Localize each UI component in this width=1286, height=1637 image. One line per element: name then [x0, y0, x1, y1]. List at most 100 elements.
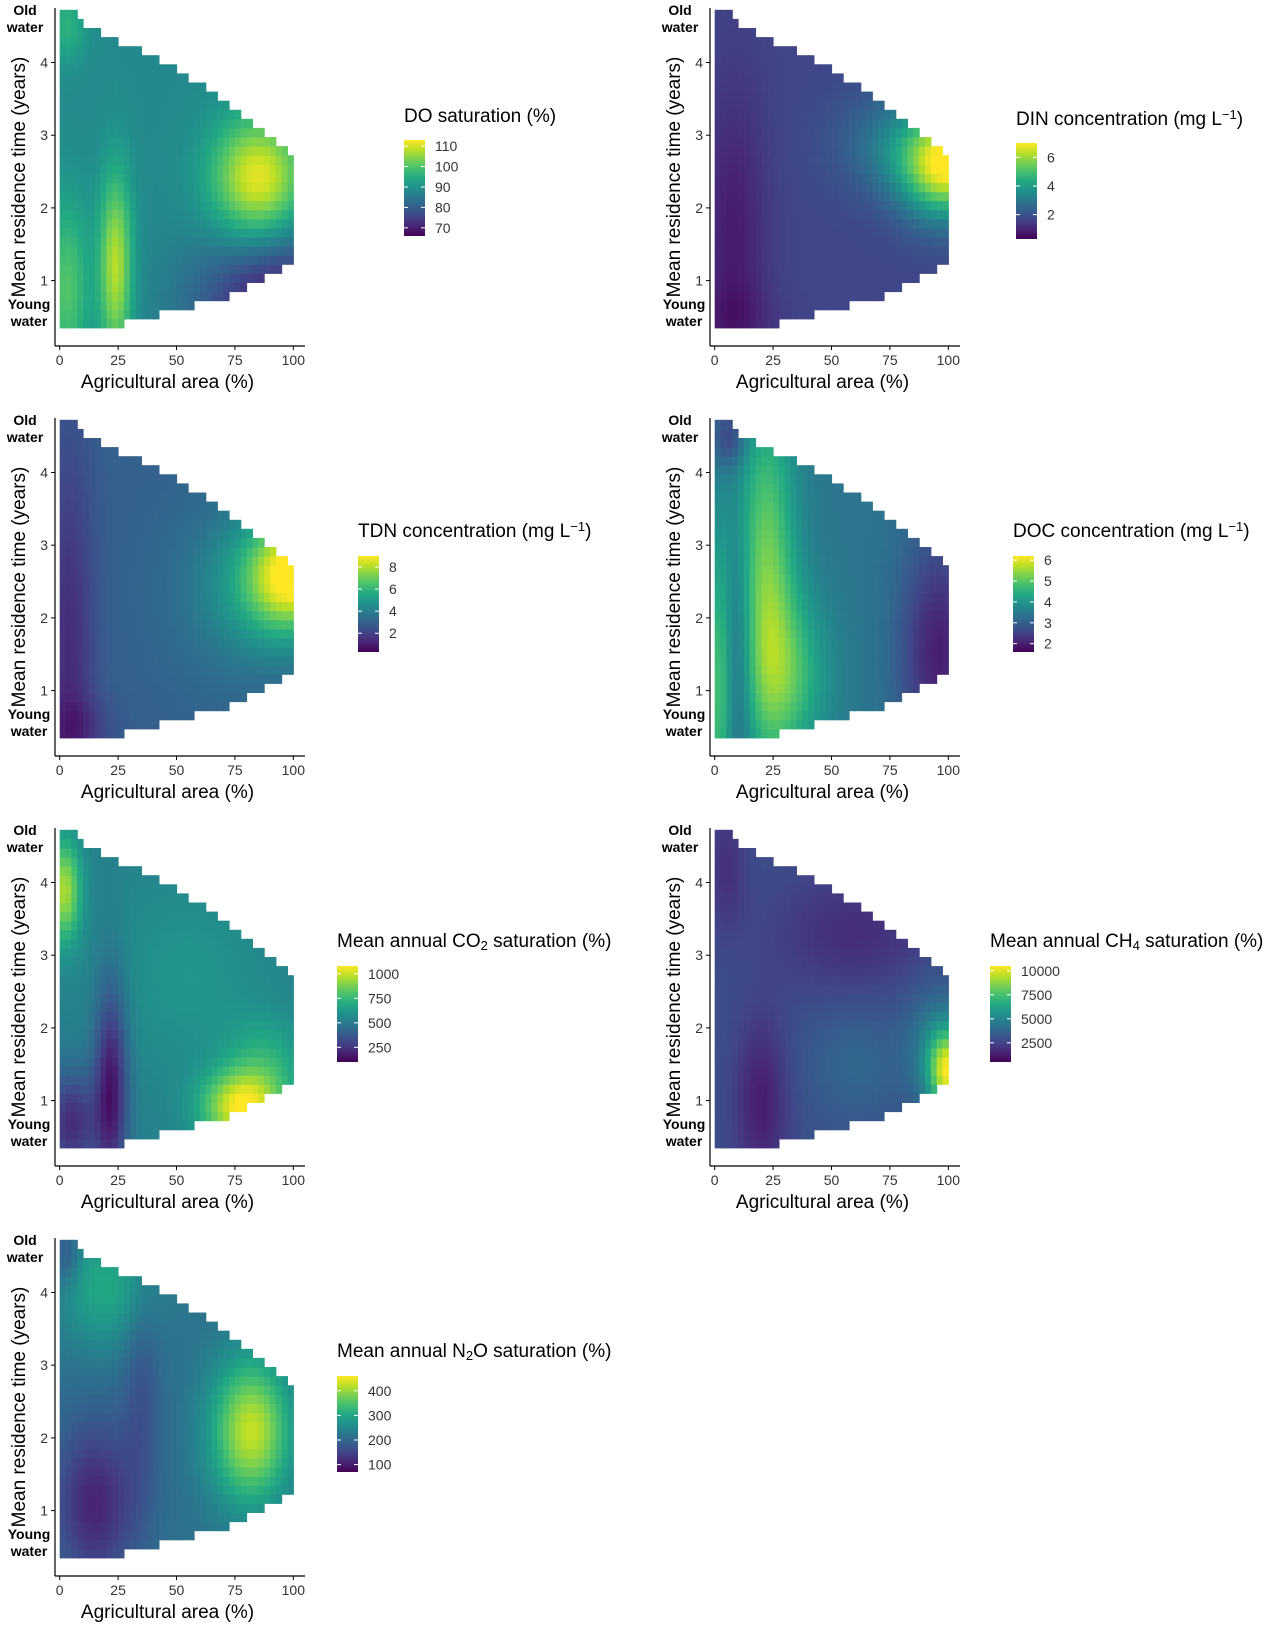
annotation-young-water: water — [665, 1133, 703, 1149]
colorbar — [990, 966, 1011, 1062]
colorbar-tick-label: 80 — [435, 199, 451, 215]
annotation-old-water: water — [6, 839, 44, 855]
colorbar-tick-label: 8 — [389, 559, 397, 575]
y-tick-label: 2 — [695, 200, 703, 216]
colorbar-tick-label: 100 — [368, 1457, 392, 1473]
y-axis-title: Mean residence time (years) — [664, 57, 685, 298]
legend-title: DO saturation (%) — [404, 106, 556, 127]
colorbar — [1016, 143, 1037, 239]
x-tick-label: 25 — [110, 1582, 126, 1598]
annotation-young-water: Young — [663, 1116, 706, 1132]
legend-title: Mean annual CO2 saturation (%) — [337, 931, 611, 953]
colorbar-tick-label: 10000 — [1021, 963, 1060, 979]
y-tick-label: 1 — [40, 1503, 48, 1519]
heatmap-doc — [714, 419, 949, 739]
legend-title: DOC concentration (mg L−1) — [1013, 519, 1250, 542]
y-tick-label: 2 — [40, 1020, 48, 1036]
y-tick-label: 2 — [40, 200, 48, 216]
y-axis-title: Mean residence time (years) — [664, 877, 685, 1118]
x-tick-label: 75 — [227, 1172, 243, 1188]
x-tick-label: 50 — [169, 1582, 185, 1598]
legend-title: TDN concentration (mg L−1) — [358, 519, 591, 542]
x-tick-label: 50 — [824, 762, 840, 778]
x-tick-label: 50 — [169, 1172, 185, 1188]
x-axis-title: Agricultural area (%) — [81, 372, 254, 393]
y-tick-label: 2 — [40, 610, 48, 626]
x-tick-label: 100 — [282, 1582, 306, 1598]
y-tick-label: 3 — [695, 127, 703, 143]
annotation-young-water: Young — [8, 1116, 51, 1132]
y-tick-label: 4 — [40, 465, 48, 481]
colorbar-tick-label: 7500 — [1021, 987, 1052, 1003]
annotation-young-water: Young — [8, 1526, 51, 1542]
colorbar — [404, 140, 425, 236]
annotation-young-water: water — [665, 723, 703, 739]
colorbar-tick-label: 250 — [368, 1039, 392, 1055]
y-tick-label: 4 — [40, 1285, 48, 1301]
x-tick-label: 25 — [765, 1172, 781, 1188]
x-tick-label: 75 — [882, 762, 898, 778]
x-tick-label: 75 — [227, 762, 243, 778]
colorbar-tick-label: 4 — [1044, 594, 1052, 610]
colorbar-tick-label: 70 — [435, 220, 451, 236]
y-axis-title: Mean residence time (years) — [9, 877, 30, 1118]
x-tick-label: 25 — [765, 352, 781, 368]
x-tick-label: 25 — [765, 762, 781, 778]
colorbar — [1013, 556, 1034, 652]
x-tick-label: 50 — [169, 762, 185, 778]
heatmap-do — [59, 9, 294, 329]
annotation-young-water: Young — [8, 296, 51, 312]
panel-n2o: 0 25 50 75 100 1 2 3 4 Agricultural area (%) Mean … — [6, 1232, 612, 1623]
y-axis-title: Mean residence time (years) — [9, 57, 30, 298]
heatmap-n2o — [59, 1239, 294, 1559]
panel-ch4: 0 25 50 75 100 1 2 3 4 Agricultural area (%) Mean … — [661, 822, 1264, 1213]
x-tick-label: 100 — [282, 762, 306, 778]
annotation-young-water: Young — [663, 296, 706, 312]
colorbar — [337, 1376, 358, 1472]
x-tick-label: 50 — [824, 1172, 840, 1188]
annotation-old-water: water — [661, 19, 699, 35]
y-tick-label: 3 — [40, 127, 48, 143]
x-tick-label: 100 — [282, 352, 306, 368]
annotation-old-water: water — [6, 19, 44, 35]
heatmap-din — [714, 9, 949, 329]
y-tick-label: 1 — [40, 683, 48, 699]
colorbar-tick-label: 2 — [1044, 636, 1052, 652]
y-tick-label: 1 — [40, 273, 48, 289]
y-tick-label: 4 — [40, 55, 48, 71]
y-tick-label: 3 — [40, 1357, 48, 1373]
annotation-old-water: water — [661, 429, 699, 445]
y-tick-label: 1 — [695, 1093, 703, 1109]
x-axis-title: Agricultural area (%) — [736, 1192, 909, 1213]
colorbar-tick-label: 5000 — [1021, 1011, 1052, 1027]
colorbar — [358, 556, 379, 652]
x-tick-label: 0 — [56, 1582, 64, 1598]
colorbar-tick-label: 4 — [1047, 178, 1055, 194]
panel-din: 0 25 50 75 100 1 2 3 4 Agricultural area (%) Mean … — [661, 2, 1243, 393]
annotation-old-water: Old — [13, 1232, 36, 1248]
x-tick-label: 0 — [711, 352, 719, 368]
x-tick-label: 50 — [169, 352, 185, 368]
y-tick-label: 3 — [695, 537, 703, 553]
colorbar-tick-label: 2 — [1047, 207, 1055, 223]
y-tick-label: 4 — [695, 875, 703, 891]
heatmap-tdn — [59, 419, 294, 739]
annotation-old-water: Old — [13, 2, 36, 18]
x-tick-label: 75 — [882, 1172, 898, 1188]
annotation-young-water: Young — [663, 706, 706, 722]
annotation-young-water: water — [10, 313, 48, 329]
colorbar-tick-label: 2 — [389, 625, 397, 641]
heatmap-ch4 — [714, 829, 949, 1149]
x-tick-label: 50 — [824, 352, 840, 368]
y-tick-label: 4 — [695, 465, 703, 481]
y-tick-label: 1 — [695, 683, 703, 699]
y-tick-label: 3 — [695, 947, 703, 963]
legend-title: Mean annual N2O saturation (%) — [337, 1341, 611, 1363]
legend-title: Mean annual CH4 saturation (%) — [990, 931, 1263, 953]
colorbar-tick-label: 750 — [368, 990, 392, 1006]
colorbar-tick-label: 2500 — [1021, 1035, 1052, 1051]
x-tick-label: 75 — [882, 352, 898, 368]
annotation-old-water: Old — [668, 412, 691, 428]
y-axis-title: Mean residence time (years) — [9, 1287, 30, 1528]
